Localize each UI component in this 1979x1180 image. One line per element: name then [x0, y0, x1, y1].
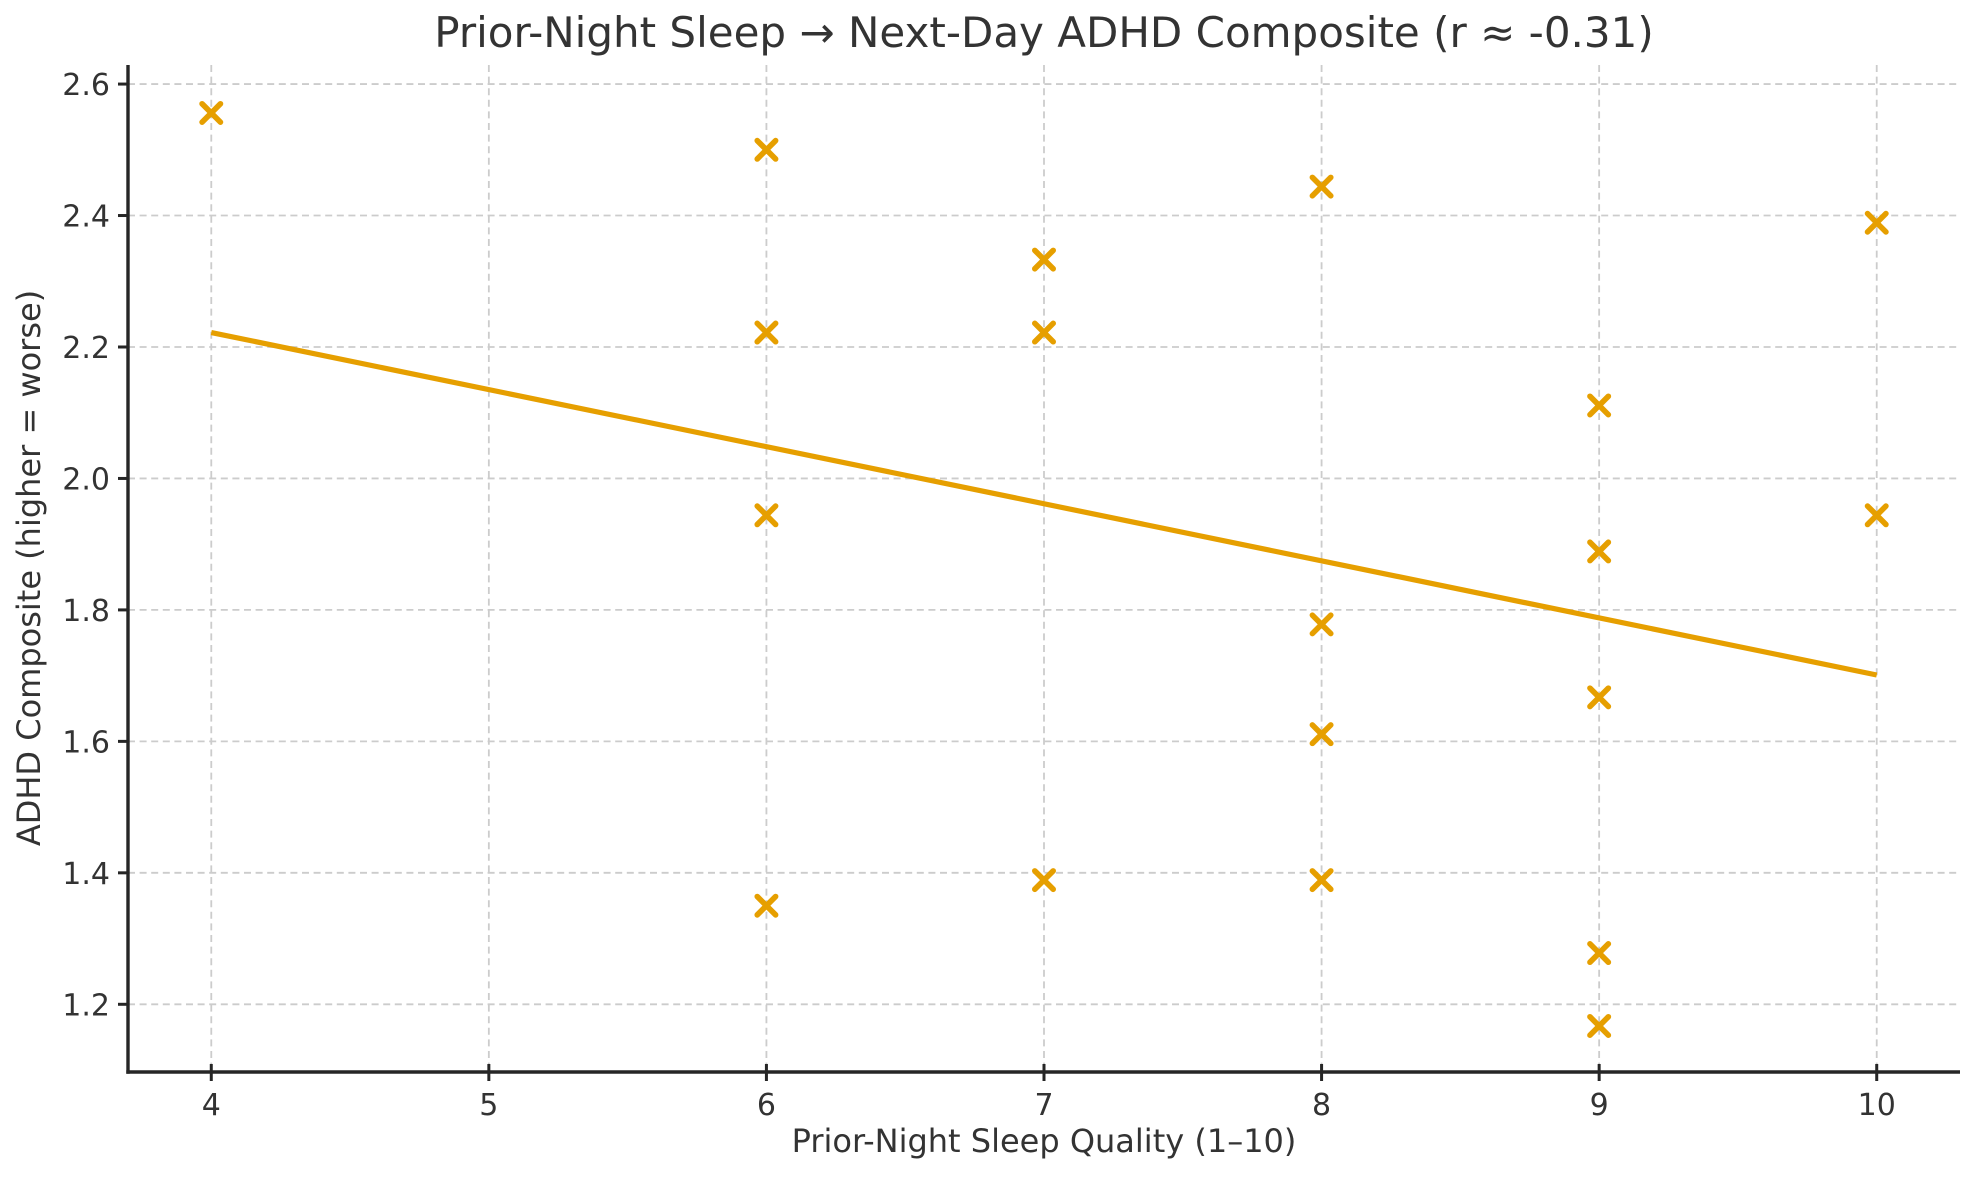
- data-point-marker: [754, 893, 779, 918]
- data-point-marker: [1587, 539, 1612, 564]
- x-tick-label: 9: [1590, 1088, 1609, 1123]
- trend-line: [210, 329, 1878, 678]
- y-tick-label: 2.0: [62, 462, 110, 497]
- data-point-marker: [1309, 868, 1334, 893]
- y-tick-label: 1.6: [62, 725, 110, 760]
- data-point-marker: [1309, 722, 1334, 747]
- data-point-marker: [754, 503, 779, 528]
- data-point-marker: [1309, 174, 1334, 199]
- x-tick-label: 7: [1034, 1088, 1053, 1123]
- x-tick-label: 4: [202, 1088, 221, 1123]
- data-point-marker: [199, 100, 224, 125]
- y-tick-label: 2.4: [62, 200, 110, 235]
- y-tick-label: 1.8: [62, 594, 110, 629]
- y-tick-label: 1.4: [62, 857, 110, 892]
- x-axis-label: Prior-Night Sleep Quality (1–10): [791, 1122, 1297, 1160]
- data-point-marker: [1864, 503, 1889, 528]
- data-point-marker: [1032, 247, 1056, 272]
- chart-title: Prior-Night Sleep → Next-Day ADHD Compos…: [434, 8, 1654, 57]
- data-point-marker: [1032, 868, 1056, 893]
- data-point-marker: [1309, 612, 1334, 637]
- y-tick-label: 2.6: [62, 68, 110, 103]
- x-tick-label: 8: [1312, 1088, 1331, 1123]
- data-point-marker: [1587, 1013, 1612, 1038]
- data-point-marker: [754, 137, 779, 162]
- x-tick-label: 10: [1858, 1088, 1896, 1123]
- y-axis-label: ADHD Composite (higher = worse): [10, 289, 48, 847]
- data-point-marker: [1864, 210, 1889, 235]
- data-point-marker: [1032, 320, 1056, 345]
- data-point-marker: [754, 320, 779, 345]
- y-tick-label: 1.2: [62, 988, 110, 1023]
- x-tick-label: 6: [757, 1088, 776, 1123]
- data-point-marker: [1587, 941, 1612, 966]
- data-point-marker: [1587, 393, 1612, 418]
- y-tick-label: 2.2: [62, 331, 110, 366]
- data-point-marker: [1587, 685, 1612, 710]
- x-tick-label: 5: [479, 1088, 498, 1123]
